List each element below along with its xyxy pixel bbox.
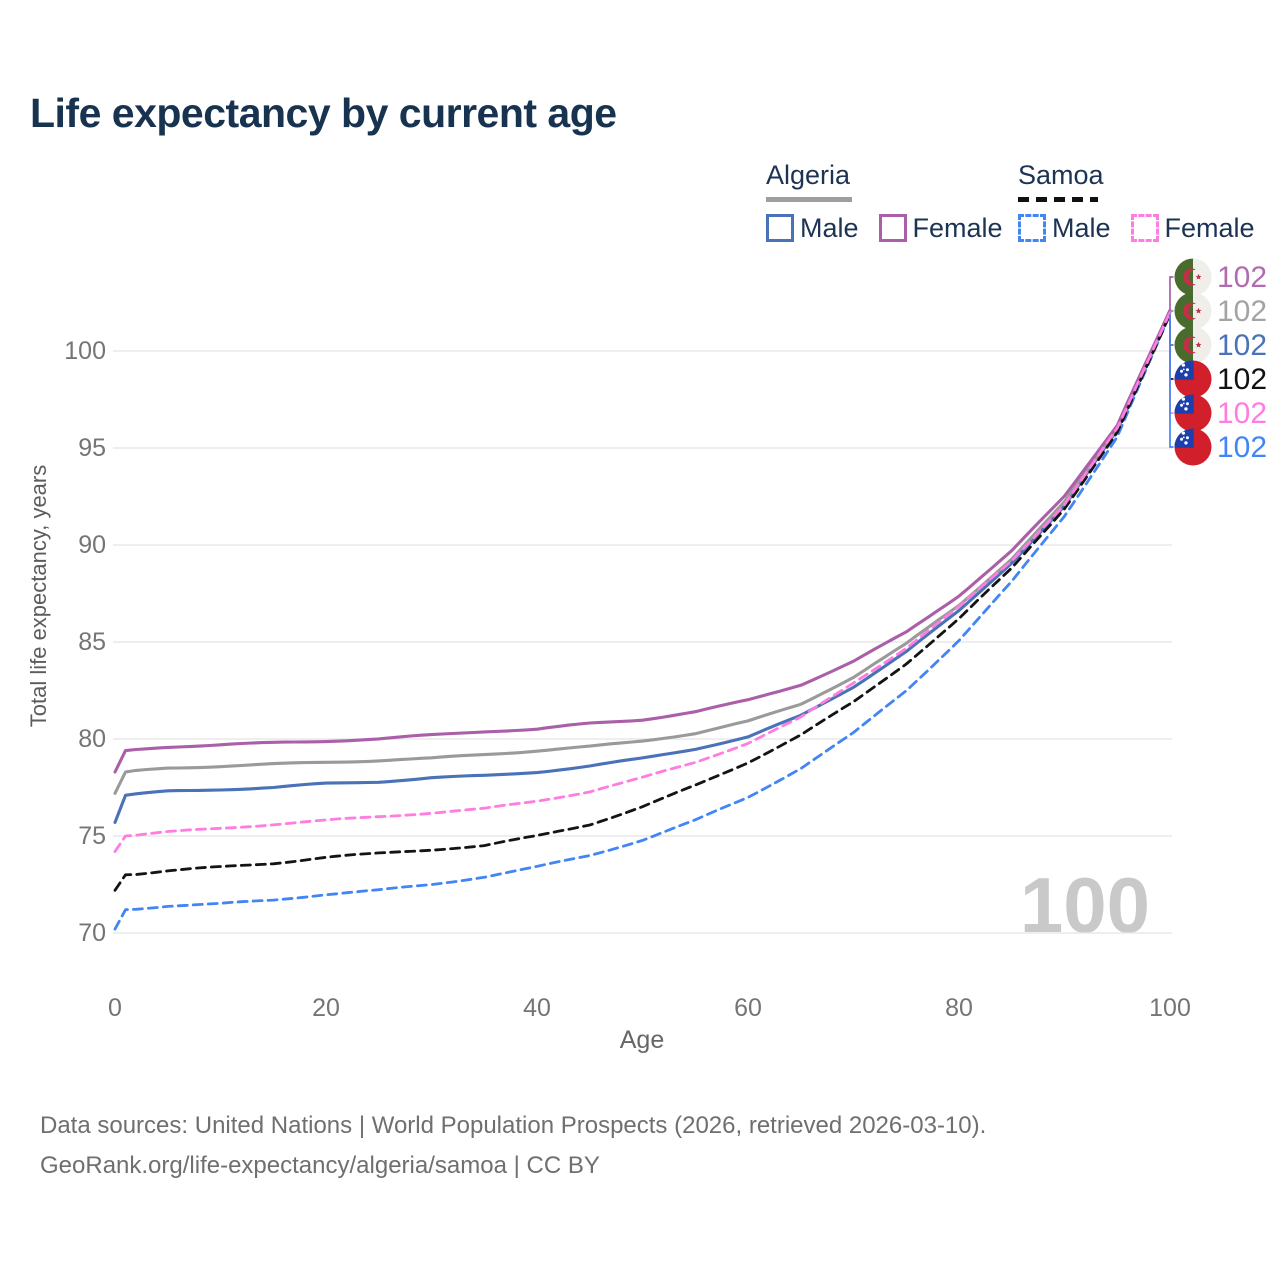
legend-label-algeria-female[interactable]: Female [912,212,1003,243]
y-axis-tick-label: 70 [78,919,106,947]
series-line-algeria-female[interactable] [113,308,1172,774]
legend-group-algeria: Algeria Male Female [766,160,1003,244]
legend-swatch-samoa-female[interactable] [1130,214,1159,242]
samoa-flag-icon [1174,428,1212,466]
legend-header-samoa[interactable]: Samoa [1018,160,1104,190]
flag-badge-algeria-male [1174,326,1212,364]
x-axis-title: Age [620,1026,664,1054]
legend-underline-samoa [1018,197,1098,202]
age-counter-watermark: 100 [1019,861,1150,949]
y-axis-tick-label: 90 [78,531,106,559]
footer-attribution: GeoRank.org/life-expectancy/algeria/samo… [40,1152,600,1179]
end-value-label-algeria-all: 102 [1217,295,1267,328]
legend-swatch-samoa-male[interactable] [1018,214,1046,242]
algeria-flag-icon [1174,258,1212,296]
y-axis-tick-label: 75 [78,822,106,850]
y-axis-tick-label: 85 [78,628,106,656]
algeria-flag-icon [1174,326,1212,364]
legend-underline-algeria [766,197,852,202]
end-value-label-samoa-male: 102 [1217,431,1267,464]
end-value-label-samoa-all: 102 [1217,363,1267,396]
samoa-flag-icon [1174,394,1212,432]
legend-label-algeria-male[interactable]: Male [800,212,859,243]
flag-badge-samoa-all [1174,360,1212,398]
end-value-label-algeria-male: 102 [1217,329,1267,362]
legend-swatch-algeria-female[interactable] [878,214,907,242]
flag-badge-samoa-female [1174,394,1212,432]
x-axis-tick-label: 80 [945,994,973,1022]
y-axis-tick-label: 80 [78,725,106,753]
flag-badge-algeria-female [1174,258,1212,296]
y-axis-tick-label: 100 [64,337,106,365]
legend-swatch-algeria-male[interactable] [766,214,794,242]
legend-header-algeria[interactable]: Algeria [766,160,851,190]
axes-layer: Total life expectancy, years Age [26,465,664,1054]
legend-group-samoa: Samoa Male Female [1018,160,1255,244]
series-layer [113,308,1172,931]
x-axis-tick-label: 60 [734,994,762,1022]
samoa-flag-icon [1174,360,1212,398]
end-label-leader-samoa-male [1169,314,1174,448]
y-axis-title: Total life expectancy, years [26,465,51,728]
footer: Data sources: United Nations | World Pop… [40,1106,986,1186]
page-title: Life expectancy by current age [30,90,617,136]
flag-badge-algeria-all [1174,292,1212,330]
footer-data-sources: Data sources: United Nations | World Pop… [40,1112,987,1139]
end-value-label-algeria-female: 102 [1217,261,1267,294]
end-label-leader-algeria-female [1169,276,1174,311]
end-label-leader-algeria-all [1169,310,1174,313]
series-line-samoa-all[interactable] [113,312,1172,892]
end-value-label-samoa-female: 102 [1217,397,1267,430]
series-line-samoa-female[interactable] [113,310,1172,853]
series-line-samoa-male[interactable] [113,312,1172,931]
algeria-flag-icon [1174,292,1212,330]
legend-label-samoa-male[interactable]: Male [1052,212,1111,243]
x-axis-tick-label: 20 [312,994,340,1022]
series-line-algeria-male[interactable] [113,310,1172,824]
x-axis-tick-label: 100 [1149,994,1191,1022]
y-axis-tick-label: 95 [78,434,106,462]
x-axis-tick-label: 0 [108,994,122,1022]
legend-label-samoa-female[interactable]: Female [1164,212,1255,243]
flag-badge-samoa-male [1174,428,1212,466]
gridlines-layer: 70 75 80 85 90 95 100 0 20 40 60 80 100 [64,337,1191,1022]
x-axis-tick-label: 40 [523,994,551,1022]
